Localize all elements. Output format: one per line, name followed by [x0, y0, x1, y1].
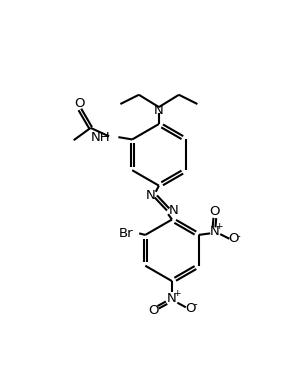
Text: O: O: [185, 302, 196, 315]
Text: -: -: [194, 299, 198, 309]
Text: NH: NH: [91, 131, 111, 144]
Text: N: N: [145, 189, 155, 202]
Text: O: O: [210, 205, 220, 218]
Text: +: +: [215, 222, 223, 231]
Text: +: +: [173, 289, 180, 298]
Text: Br: Br: [118, 227, 133, 240]
Text: N: N: [169, 204, 178, 217]
Text: O: O: [148, 304, 159, 317]
Text: -: -: [236, 230, 240, 241]
Text: N: N: [210, 225, 220, 238]
Text: N: N: [154, 103, 164, 117]
Text: O: O: [74, 97, 84, 110]
Text: N: N: [167, 292, 177, 305]
Text: O: O: [228, 232, 239, 245]
